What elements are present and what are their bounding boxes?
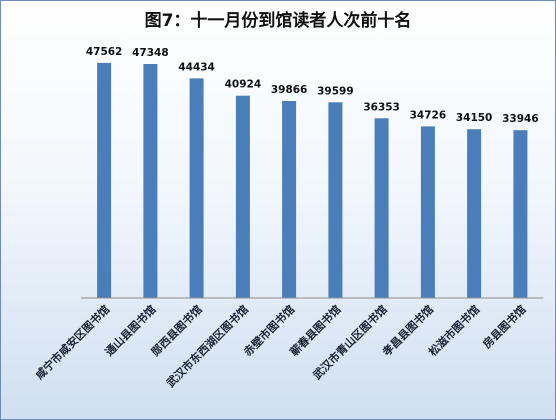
value-label-5: 39866 [271, 84, 308, 96]
bar-9 [467, 129, 482, 298]
bar-7 [374, 118, 389, 298]
value-label-7: 36353 [363, 101, 400, 113]
bar-6 [328, 102, 343, 298]
category-label-10: 房县图书馆 [480, 302, 529, 351]
category-label-4: 武汉市东西湖区图书馆 [163, 302, 251, 390]
bar-2 [143, 64, 158, 298]
value-label-8: 34726 [410, 109, 447, 121]
value-label-3: 44434 [178, 61, 215, 73]
bar-10 [513, 130, 528, 298]
bars-group [97, 62, 528, 299]
value-label-2: 47348 [132, 47, 169, 59]
value-label-1: 47562 [86, 46, 123, 58]
bar-8 [420, 126, 435, 299]
bar-5 [282, 101, 297, 298]
value-label-9: 34150 [456, 112, 493, 124]
value-labels-group: 47562 47348 44434 40924 39866 39599 36353 34726… [86, 46, 539, 125]
bar-3 [189, 78, 204, 299]
value-label-4: 40924 [225, 79, 262, 91]
chart-title: 图7：十一月份到馆读者人次前十名 [145, 10, 412, 31]
bar-1 [97, 62, 112, 299]
category-labels-group: 咸宁市咸安区图书馆通山县图书馆郧西县图书馆武汉市东西湖区图书馆赤壁市图书馆蕲春县… [32, 302, 528, 390]
bar-4 [235, 95, 250, 298]
value-label-6: 39599 [317, 85, 354, 97]
value-label-10: 33946 [502, 113, 539, 125]
category-label-1: 咸宁市咸安区图书馆 [32, 302, 112, 382]
